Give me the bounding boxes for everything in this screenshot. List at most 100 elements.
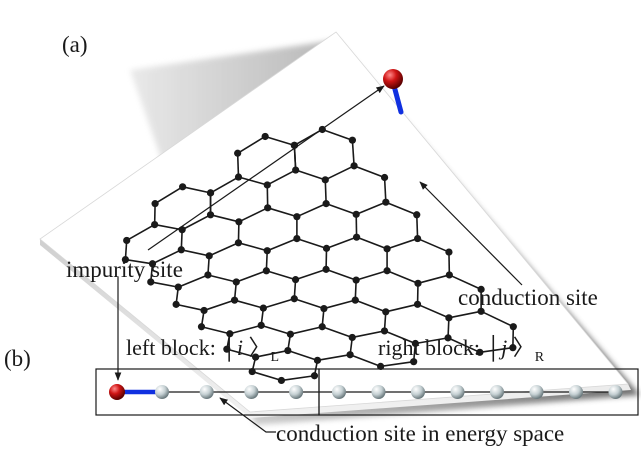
lattice-atom bbox=[263, 247, 271, 255]
lattice-atom bbox=[509, 323, 517, 331]
lattice-bond bbox=[229, 324, 262, 335]
lattice-atom bbox=[177, 246, 185, 254]
lattice-bond bbox=[417, 237, 450, 253]
lattice-bond bbox=[208, 242, 239, 257]
lattice-bond bbox=[210, 176, 239, 194]
lattice-bond bbox=[238, 242, 268, 252]
lattice-atom bbox=[291, 276, 300, 284]
lattice-bond bbox=[238, 176, 268, 186]
sheet-surface bbox=[39, 31, 629, 413]
lattice-atom bbox=[223, 345, 231, 353]
lattice-bond bbox=[294, 297, 325, 310]
lattice-atom bbox=[123, 236, 131, 245]
lattice-bond bbox=[325, 268, 357, 281]
lattice-bond bbox=[237, 135, 266, 154]
lattice-atom bbox=[292, 166, 300, 174]
lattice-atom bbox=[200, 306, 208, 315]
lattice-bond bbox=[126, 223, 156, 242]
lattice-atom bbox=[261, 132, 269, 141]
lattice-bond bbox=[317, 353, 351, 362]
lattice-atom bbox=[262, 267, 270, 275]
lattice-bond bbox=[281, 374, 315, 382]
right-chain-site bbox=[411, 385, 425, 399]
lattice-bond bbox=[353, 165, 385, 179]
lattice-atom bbox=[413, 211, 421, 219]
lattice-atom bbox=[382, 198, 390, 206]
lattice-atom bbox=[383, 245, 391, 253]
lattice-bond bbox=[324, 179, 327, 204]
lattice-atom bbox=[206, 189, 215, 197]
lattice-atom bbox=[380, 173, 389, 182]
lattice-atom bbox=[318, 323, 326, 331]
lattice-atom bbox=[352, 276, 360, 284]
lattice-atom bbox=[232, 278, 240, 286]
lattice-bond bbox=[296, 237, 327, 250]
lattice-bond bbox=[181, 214, 211, 231]
sheet bbox=[39, 31, 640, 425]
lattice-atom bbox=[263, 181, 271, 189]
lattice-atom bbox=[252, 353, 260, 361]
lattice-atom bbox=[444, 334, 452, 342]
lattice-bond bbox=[295, 169, 326, 181]
lattice-atom bbox=[277, 376, 286, 385]
lattice-bond bbox=[324, 165, 355, 181]
lattice-bond bbox=[266, 270, 296, 281]
lattice-bond bbox=[354, 299, 387, 313]
left-chain-site bbox=[244, 385, 259, 399]
lattice-atom bbox=[411, 339, 419, 348]
lattice-bond bbox=[201, 325, 231, 335]
lattice-atom bbox=[264, 204, 272, 212]
lattice-atom bbox=[414, 279, 422, 287]
lattice-atom bbox=[350, 162, 358, 170]
lattice-bond bbox=[326, 236, 357, 250]
lattice-bond bbox=[349, 353, 381, 368]
energy-site-label: conduction site in energy space bbox=[276, 421, 564, 446]
lattice-atom bbox=[310, 372, 319, 380]
lattice-bond bbox=[415, 337, 449, 345]
conduction-site-label: conduction site bbox=[458, 285, 598, 310]
lattice-atom bbox=[445, 271, 453, 279]
left-chain-site bbox=[289, 385, 304, 399]
lattice-atom bbox=[322, 265, 330, 273]
lattice-atom bbox=[509, 344, 517, 352]
right-chain-site bbox=[332, 385, 346, 399]
lattice-atom bbox=[348, 136, 356, 144]
lattice-bond bbox=[295, 268, 327, 281]
lattice-atom bbox=[257, 321, 265, 329]
impurity-atom bbox=[383, 69, 403, 89]
right-chain-site bbox=[371, 385, 386, 399]
lattice-atom bbox=[248, 367, 256, 376]
lattice-bond bbox=[181, 249, 210, 257]
lattice-bond bbox=[263, 297, 295, 309]
lattice-atom bbox=[148, 260, 157, 268]
lattice-atom bbox=[230, 296, 239, 304]
lattice-atom bbox=[410, 358, 418, 366]
lattice-atom bbox=[234, 239, 243, 247]
conduction-arrow bbox=[419, 181, 523, 286]
lattice-atom bbox=[293, 213, 301, 221]
lattice-bond bbox=[177, 274, 209, 288]
lattice-bond bbox=[296, 202, 327, 218]
lattice-bond bbox=[251, 370, 282, 382]
lattice-bond bbox=[236, 270, 267, 283]
lattice-atom bbox=[353, 233, 361, 241]
left-block-label: left block: │i 〉L bbox=[126, 334, 279, 365]
lattice-bond bbox=[203, 299, 235, 312]
lattice-bond bbox=[417, 303, 450, 319]
lattice-bond bbox=[236, 153, 240, 178]
lattice-bond bbox=[323, 299, 356, 310]
lattice-atom bbox=[234, 149, 242, 157]
lattice-bond bbox=[267, 207, 298, 218]
lattice-bond bbox=[290, 325, 323, 335]
lattice-bond bbox=[293, 145, 297, 171]
lattice-bond bbox=[321, 325, 353, 339]
right-chain-site bbox=[490, 385, 504, 399]
right-chain-site bbox=[569, 385, 583, 399]
lattice-bond bbox=[383, 177, 387, 203]
lattice-atom bbox=[413, 300, 422, 308]
lattice-bond bbox=[384, 330, 416, 345]
lattice-atom bbox=[172, 300, 180, 308]
lattice-atom bbox=[174, 283, 182, 291]
lattice-atom bbox=[205, 252, 213, 260]
lattice-atom bbox=[147, 278, 155, 286]
